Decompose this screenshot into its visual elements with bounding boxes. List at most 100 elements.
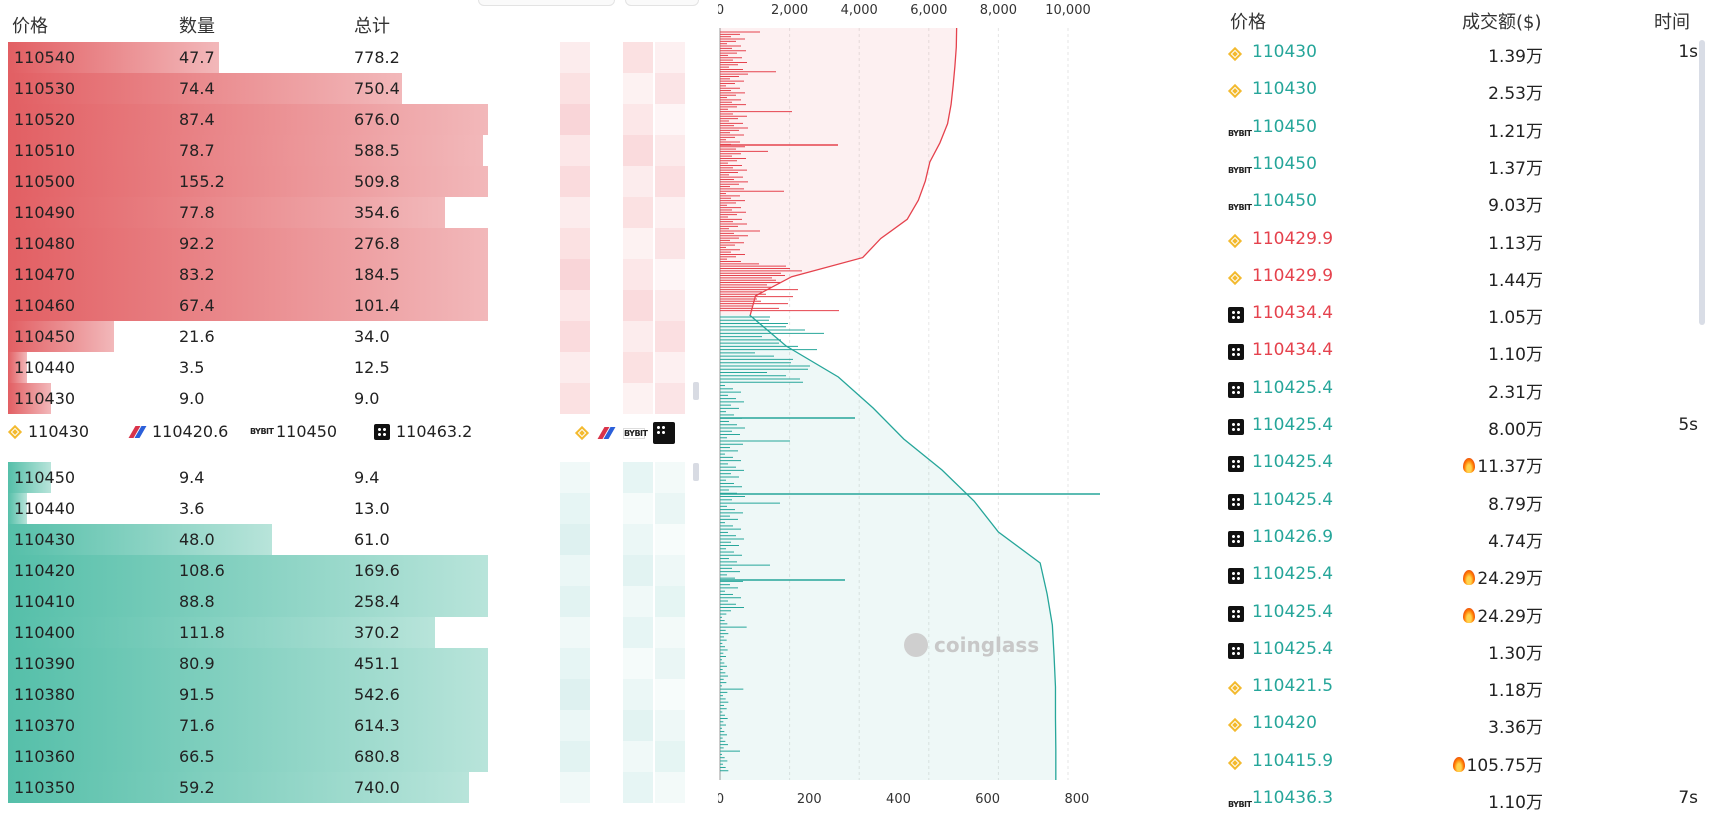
ask-row[interactable]: 110450 21.6 34.0 [8, 321, 488, 352]
trade-row[interactable]: BYBIT 110450 1.21万 [1218, 111, 1698, 148]
trade-row[interactable]: 110425.4 24.29万 [1218, 558, 1698, 595]
trade-row[interactable]: BYBIT 110450 1.37万 [1218, 148, 1698, 185]
trade-row[interactable]: 110425.4 1.30万 [1218, 633, 1698, 670]
trade-amount-value: 1.05万 [1488, 308, 1543, 329]
ask-qty: 155.2 [179, 172, 225, 191]
trade-row[interactable]: 110426.9 4.74万 [1218, 521, 1698, 558]
ask-row[interactable]: 110430 9.0 9.0 [8, 383, 488, 414]
ask-qty: 77.8 [179, 203, 215, 222]
okx-icon[interactable] [653, 422, 675, 444]
exchange-filter-icons[interactable]: BYBIT [575, 422, 675, 444]
bid-row[interactable]: 110400 111.8 370.2 [8, 617, 488, 648]
bid-total: 614.3 [354, 716, 400, 735]
heatmap-cell [560, 197, 590, 228]
trade-row[interactable]: 110434.4 1.10万 [1218, 334, 1698, 371]
heatmap-cell [560, 524, 590, 555]
trade-row[interactable]: 110420 3.36万 [1218, 707, 1698, 744]
ask-qty: 83.2 [179, 265, 215, 284]
trade-row[interactable]: 110425.4 2.31万 [1218, 372, 1698, 409]
tab-stub-right[interactable] [625, 0, 699, 6]
bid-row[interactable]: 110370 71.6 614.3 [8, 710, 488, 741]
exchange-price-value: 110420.6 [152, 422, 229, 441]
heatmap-cell [655, 772, 685, 803]
binance-icon[interactable] [575, 426, 589, 440]
bid-row[interactable]: 110410 88.8 258.4 [8, 586, 488, 617]
bid-price: 110360 [14, 747, 76, 766]
bid-row[interactable]: 110430 48.0 61.0 [8, 524, 488, 555]
trade-row[interactable]: BYBIT 110436.3 1.10万 7s [1218, 782, 1698, 819]
ask-row[interactable]: 110510 78.7 588.5 [8, 135, 488, 166]
depth-chart[interactable]: 0 2,000 4,000 6,000 8,000 10,000 0 200 400 600 800… [666, 0, 1188, 813]
heatmap-cell [623, 524, 653, 555]
ask-row[interactable]: 110460 67.4 101.4 [8, 290, 488, 321]
bybit-icon[interactable]: BYBIT [623, 427, 648, 439]
trade-row[interactable]: 110425.4 8.79万 [1218, 484, 1698, 521]
ask-total: 354.6 [354, 203, 400, 222]
ask-row[interactable]: 110500 155.2 509.8 [8, 166, 488, 197]
trade-row[interactable]: BYBIT 110450 9.03万 [1218, 185, 1698, 222]
bid-row[interactable]: 110380 91.5 542.6 [8, 679, 488, 710]
bids-scroll-indicator[interactable] [693, 463, 699, 481]
bitget-icon[interactable] [597, 427, 615, 439]
ask-row[interactable]: 110480 92.2 276.8 [8, 228, 488, 259]
top-axis-tick: 10,000 [1045, 3, 1091, 18]
trade-row[interactable]: 110429.9 1.13万 [1218, 223, 1698, 260]
ask-depth-bar [8, 104, 488, 135]
ask-depth-bar [8, 290, 488, 321]
ask-depth-bar [8, 42, 220, 73]
trade-amount-value: 24.29万 [1477, 569, 1543, 590]
bybit-icon: BYBIT [250, 427, 274, 436]
ask-row[interactable]: 110520 87.4 676.0 [8, 104, 488, 135]
trade-price: 110421.5 [1252, 676, 1334, 697]
trade-amount: 1.37万 [1488, 154, 1543, 179]
bid-depth-bar [8, 710, 488, 741]
top-axis-tick: 8,000 [980, 3, 1017, 18]
trades-scrollbar[interactable] [1699, 40, 1705, 325]
ask-row[interactable]: 110490 77.8 354.6 [8, 197, 488, 228]
bid-depth-bar [8, 493, 28, 524]
trade-row[interactable]: 110425.4 24.29万 [1218, 596, 1698, 633]
asks-scroll-indicator[interactable] [693, 382, 699, 400]
trade-amount-value: 1.30万 [1488, 643, 1543, 664]
ask-depth-bar [8, 135, 484, 166]
trade-row[interactable]: 110429.9 1.44万 [1218, 260, 1698, 297]
heatmap-cell [560, 321, 590, 352]
bid-row[interactable]: 110440 3.6 13.0 [8, 493, 488, 524]
ask-row[interactable]: 110470 83.2 184.5 [8, 259, 488, 290]
bybit-icon: BYBIT [1228, 165, 1252, 175]
ask-row[interactable]: 110540 47.7 778.2 [8, 42, 488, 73]
trade-amount: 9.03万 [1488, 191, 1543, 216]
trade-amount-value: 4.74万 [1488, 531, 1543, 552]
heatmap-cell [623, 166, 653, 197]
heatmap-cell [655, 197, 685, 228]
heatmap-cell [623, 741, 653, 772]
bid-row[interactable]: 110350 59.2 740.0 [8, 772, 488, 803]
ask-qty: 67.4 [179, 296, 215, 315]
bid-depth-bar [8, 741, 488, 772]
heatmap-cell [560, 228, 590, 259]
exchange-price-bybit[interactable]: BYBIT 110450 [250, 422, 337, 441]
trade-row[interactable]: 110430 2.53万 [1218, 73, 1698, 110]
exchange-price-okx[interactable]: 110463.2 [374, 422, 472, 441]
ask-row[interactable]: 110440 3.5 12.5 [8, 352, 488, 383]
exchange-price-bitget[interactable]: 110420.6 [128, 422, 228, 441]
trade-row[interactable]: 110425.4 8.00万 5s [1218, 409, 1698, 446]
trade-amount: 24.29万 [1463, 602, 1543, 627]
heatmap-cell [623, 259, 653, 290]
trade-row[interactable]: 110434.4 1.05万 [1218, 297, 1698, 334]
bid-row[interactable]: 110420 108.6 169.6 [8, 555, 488, 586]
bid-qty: 66.5 [179, 747, 215, 766]
bid-row[interactable]: 110390 80.9 451.1 [8, 648, 488, 679]
bid-depth-bar [8, 586, 488, 617]
ask-row[interactable]: 110530 74.4 750.4 [8, 73, 488, 104]
trade-amount: 1.30万 [1488, 639, 1543, 664]
trade-row[interactable]: 110425.4 11.37万 [1218, 446, 1698, 483]
tab-stub-left[interactable] [478, 0, 615, 6]
trade-row[interactable]: 110415.9 105.75万 [1218, 745, 1698, 782]
bid-row[interactable]: 110360 66.5 680.8 [8, 741, 488, 772]
trade-row[interactable]: 110430 1.39万 1s [1218, 36, 1698, 73]
exchange-price-binance[interactable]: 110430 [8, 422, 89, 441]
trade-price: 110434.4 [1252, 303, 1334, 324]
trade-row[interactable]: 110421.5 1.18万 [1218, 670, 1698, 707]
bid-row[interactable]: 110450 9.4 9.4 [8, 462, 488, 493]
